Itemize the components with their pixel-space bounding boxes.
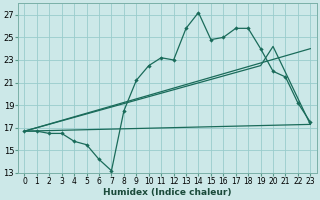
- X-axis label: Humidex (Indice chaleur): Humidex (Indice chaleur): [103, 188, 232, 197]
